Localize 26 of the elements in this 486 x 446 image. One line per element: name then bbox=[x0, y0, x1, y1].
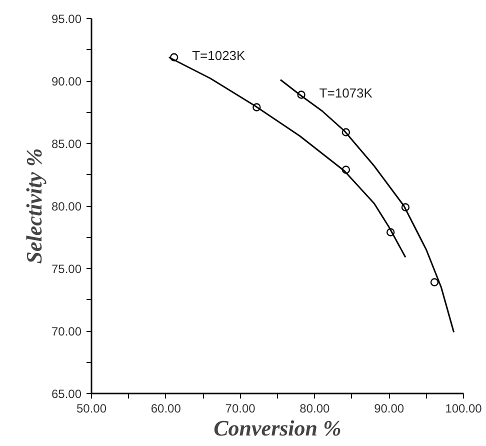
y-axis-title: Selectivity % bbox=[21, 148, 46, 264]
x-tick-label: 60.00 bbox=[150, 402, 182, 416]
point bbox=[342, 128, 350, 136]
x-tick-label: 90.00 bbox=[374, 402, 404, 416]
y-tick-label: 80.00 bbox=[51, 200, 82, 214]
point bbox=[252, 103, 261, 112]
point bbox=[430, 278, 439, 286]
point bbox=[297, 90, 306, 99]
point bbox=[342, 166, 350, 174]
x-tick-label: 70.00 bbox=[225, 402, 256, 416]
y-tick-label: 70.00 bbox=[51, 324, 82, 338]
y-tick-label: 65.00 bbox=[51, 387, 82, 401]
series-label: T=1023K bbox=[192, 48, 246, 63]
x-tick-label: 100.00 bbox=[445, 402, 482, 416]
x-axis-title: Conversion % bbox=[214, 416, 342, 440]
point bbox=[401, 203, 410, 212]
x-tick-label: 50.00 bbox=[76, 402, 107, 416]
line-series bbox=[280, 79, 455, 333]
y-tick-label: 95.00 bbox=[51, 12, 82, 26]
y-tick-label: 75.00 bbox=[51, 262, 82, 276]
x-tick-label: 80.00 bbox=[300, 402, 330, 416]
series-label: T=1073K bbox=[319, 85, 373, 100]
y-tick-label: 90.00 bbox=[51, 74, 82, 88]
point bbox=[386, 228, 395, 236]
point bbox=[170, 53, 178, 62]
y-tick-label: 85.00 bbox=[51, 137, 82, 151]
